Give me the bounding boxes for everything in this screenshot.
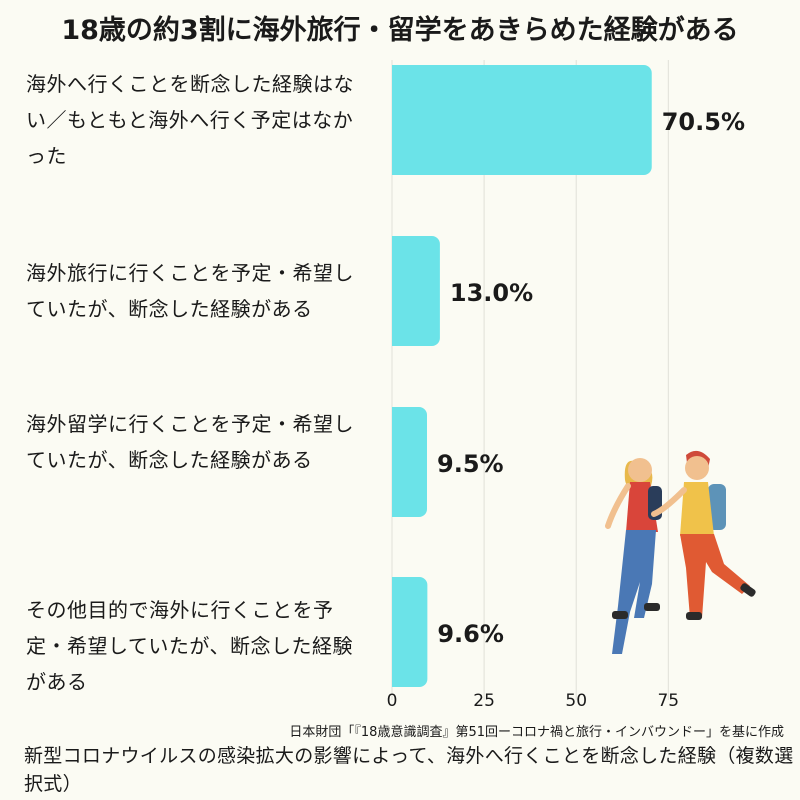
travelers-illustration bbox=[605, 450, 756, 654]
source-note: 日本財団「『18歳意識調査』第51回ーコロナ禍と旅行・インバウンドー」を基に作成 bbox=[289, 725, 784, 740]
category-label: 海外留学に行くことを予定・希望していたが、断念した経験がある bbox=[26, 412, 354, 472]
x-tick-label: 25 bbox=[473, 691, 495, 711]
x-tick-label: 0 bbox=[387, 691, 398, 711]
x-tick-labels: 0 25 50 75 bbox=[387, 691, 680, 711]
bar bbox=[391, 65, 652, 175]
chart-title: 18歳の約3割に海外旅行・留学をあきらめた経験がある bbox=[61, 15, 739, 46]
value-label: 9.6% bbox=[437, 620, 504, 648]
bars bbox=[391, 65, 652, 687]
category-label: 海外旅行に行くことを予定・希望していたが、断念した経験がある bbox=[26, 261, 354, 321]
bar bbox=[392, 236, 440, 346]
chart-caption: 新型コロナウイルスの感染拡大の影響によって、海外へ行くことを断念した経験（複数選… bbox=[24, 745, 794, 795]
bar bbox=[392, 407, 427, 517]
x-tick-label: 50 bbox=[565, 691, 587, 711]
value-label: 70.5% bbox=[662, 108, 745, 136]
x-tick-label: 75 bbox=[657, 691, 679, 711]
traveler-right bbox=[651, 450, 756, 620]
traveler-left bbox=[605, 458, 662, 654]
value-label: 9.5% bbox=[437, 450, 504, 478]
category-label: その他目的で海外に行くことを予定・希望していたが、断念した経験がある bbox=[26, 598, 353, 694]
category-label: 海外へ行くことを断念した経験はない／もともと海外へ行く予定はなかった bbox=[26, 72, 354, 168]
value-labels: 70.5% 13.0% 9.5% 9.6% bbox=[437, 108, 745, 648]
bar bbox=[392, 577, 428, 687]
bar-chart: 70.5% 13.0% 9.5% 9.6% 0 25 50 75 bbox=[387, 60, 756, 711]
value-label: 13.0% bbox=[450, 279, 533, 307]
